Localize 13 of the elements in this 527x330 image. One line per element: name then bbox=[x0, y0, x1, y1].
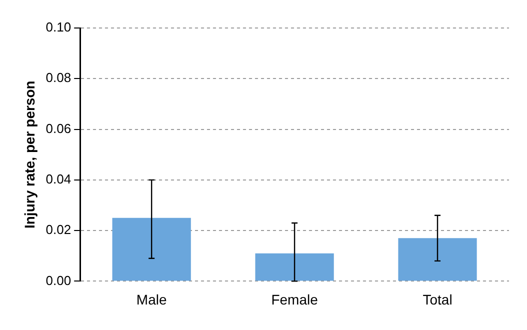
x-tick-label: Male bbox=[136, 291, 167, 308]
x-tick-label: Total bbox=[422, 291, 452, 308]
y-axis-title: Injury rate, per person bbox=[21, 80, 38, 229]
x-tick-label: Female bbox=[271, 291, 318, 308]
bar bbox=[112, 218, 191, 281]
y-tick-label: 0.02 bbox=[46, 222, 72, 238]
y-tick-label: 0.08 bbox=[46, 70, 72, 86]
y-tick-label: 0.04 bbox=[46, 172, 72, 186]
bar bbox=[255, 253, 334, 281]
bar bbox=[398, 238, 477, 281]
y-tick-label: 0.00 bbox=[46, 272, 72, 288]
y-tick-label: 0.10 bbox=[46, 20, 72, 35]
y-tick-label: 0.06 bbox=[46, 120, 72, 136]
